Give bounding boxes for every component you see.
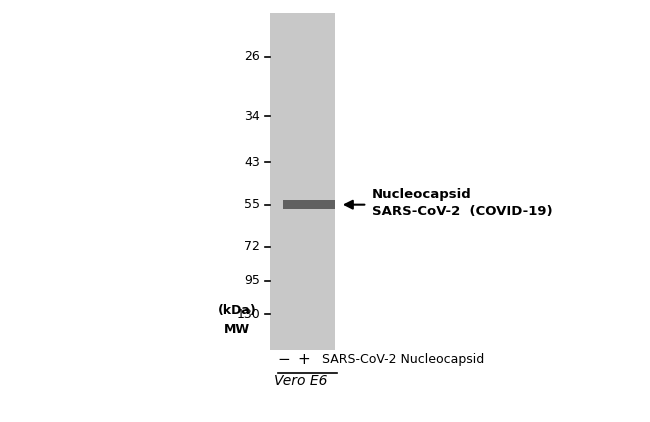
Bar <box>270 13 335 350</box>
Text: +: + <box>298 352 311 367</box>
Text: MW: MW <box>224 323 250 335</box>
Text: Nucleocapsid: Nucleocapsid <box>372 188 471 200</box>
Text: 130: 130 <box>236 308 260 321</box>
Bar <box>283 200 335 209</box>
Text: −: − <box>278 352 291 367</box>
Text: 34: 34 <box>244 110 260 122</box>
Text: 95: 95 <box>244 274 260 287</box>
Text: Vero E6: Vero E6 <box>274 374 328 388</box>
Text: 55: 55 <box>244 198 260 211</box>
Text: SARS-CoV-2 Nucleocapsid: SARS-CoV-2 Nucleocapsid <box>322 353 484 366</box>
Text: 43: 43 <box>244 156 260 169</box>
Text: SARS-CoV-2  (COVID-19): SARS-CoV-2 (COVID-19) <box>372 206 552 218</box>
Text: 72: 72 <box>244 241 260 253</box>
Text: 26: 26 <box>244 51 260 63</box>
Text: (kDa): (kDa) <box>218 304 257 316</box>
